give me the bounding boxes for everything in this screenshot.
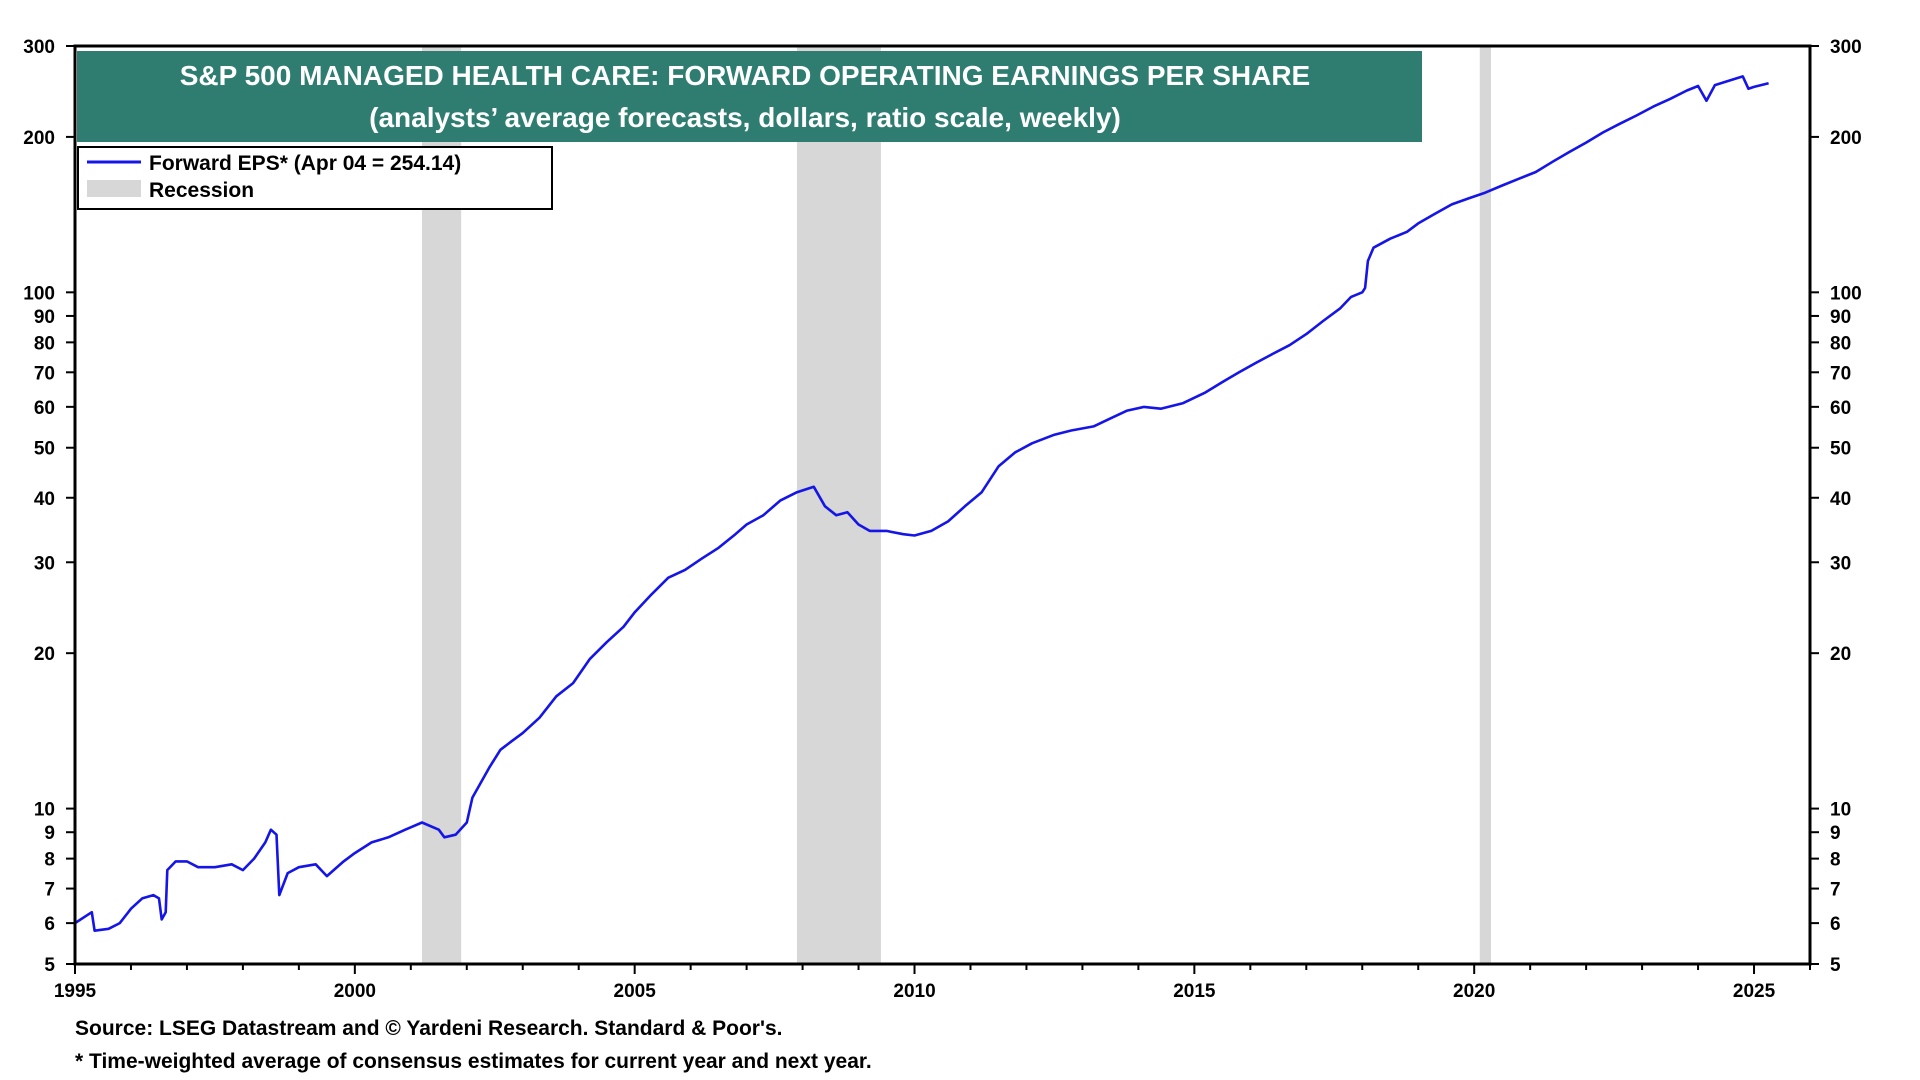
y-tick-label-left: 200 — [23, 128, 55, 149]
y-tick-label-right: 80 — [1830, 333, 1851, 354]
plot-frame — [73, 44, 1812, 966]
y-tick-label-left: 100 — [23, 283, 55, 304]
y-tick-label-right: 100 — [1830, 283, 1862, 304]
y-tick-label-left: 70 — [34, 363, 55, 384]
y-tick-label-right: 30 — [1830, 553, 1851, 574]
series-line-forward-eps — [74, 75, 1769, 932]
y-tick-label-left: 80 — [34, 333, 55, 354]
y-tick-label-left: 40 — [34, 489, 55, 510]
y-tick-label-left: 300 — [23, 37, 55, 58]
title-background — [77, 51, 1422, 142]
y-tick-label-right: 9 — [1830, 823, 1841, 844]
x-tick-label: 1995 — [54, 981, 97, 1002]
x-tick-label: 2025 — [1733, 981, 1776, 1002]
x-tick-label: 2000 — [334, 981, 376, 1002]
y-tick-label-right: 8 — [1830, 850, 1841, 871]
legend-label-recession: Recession — [149, 179, 254, 202]
y-tick-label-left: 60 — [34, 398, 55, 419]
recession-band-2 — [796, 46, 881, 964]
y-tick-label-right: 60 — [1830, 398, 1851, 419]
y-tick-label-right: 5 — [1830, 955, 1841, 976]
recession-band-3 — [1479, 46, 1491, 964]
y-tick-label-right: 200 — [1830, 128, 1862, 149]
y-tick-label-right: 70 — [1830, 363, 1851, 384]
y-tick-label-left: 90 — [34, 307, 55, 328]
title-box: S&P 500 MANAGED HEALTH CARE: FORWARD OPE… — [77, 51, 1422, 142]
series-layer — [74, 75, 1769, 932]
y-tick-label-right: 50 — [1830, 439, 1851, 460]
x-tick-label: 2010 — [893, 981, 935, 1002]
y-tick-label-left: 50 — [34, 439, 55, 460]
chart-title: S&P 500 MANAGED HEALTH CARE: FORWARD OPE… — [180, 60, 1311, 91]
legend-shade-swatch — [87, 180, 141, 197]
y-tick-label-right: 7 — [1830, 880, 1841, 901]
y-tick-label-right: 20 — [1830, 644, 1851, 665]
recession-shading — [422, 46, 1491, 964]
legend-box — [77, 146, 553, 210]
y-tick-label-left: 5 — [44, 955, 55, 976]
y-tick-label-left: 6 — [44, 914, 55, 935]
y-tick-label-right: 40 — [1830, 489, 1851, 510]
source-note: Source: LSEG Datastream and © Yardeni Re… — [75, 1017, 783, 1040]
x-tick-label: 2020 — [1453, 981, 1495, 1002]
y-tick-label-left: 8 — [44, 850, 55, 871]
y-tick-label-left: 7 — [44, 880, 55, 901]
y-tick-label-left: 10 — [34, 800, 55, 821]
y-tick-label-right: 6 — [1830, 914, 1841, 935]
y-tick-label-left: 20 — [34, 644, 55, 665]
y-tick-label-left: 30 — [34, 553, 55, 574]
y-tick-label-right: 300 — [1830, 37, 1862, 58]
y-tick-label-right: 90 — [1830, 307, 1851, 328]
y-tick-label-right: 10 — [1830, 800, 1851, 821]
legend-label-forward-eps: Forward EPS* (Apr 04 = 254.14) — [149, 152, 461, 175]
x-tick-label: 2015 — [1173, 981, 1216, 1002]
y-tick-label-left: 9 — [44, 823, 55, 844]
legend: Forward EPS* (Apr 04 = 254.14) Recession — [77, 146, 553, 210]
chart-subtitle: (analysts’ average forecasts, dollars, r… — [369, 102, 1121, 133]
footnote: * Time-weighted average of consensus est… — [75, 1050, 872, 1073]
x-tick-label: 2005 — [614, 981, 657, 1002]
